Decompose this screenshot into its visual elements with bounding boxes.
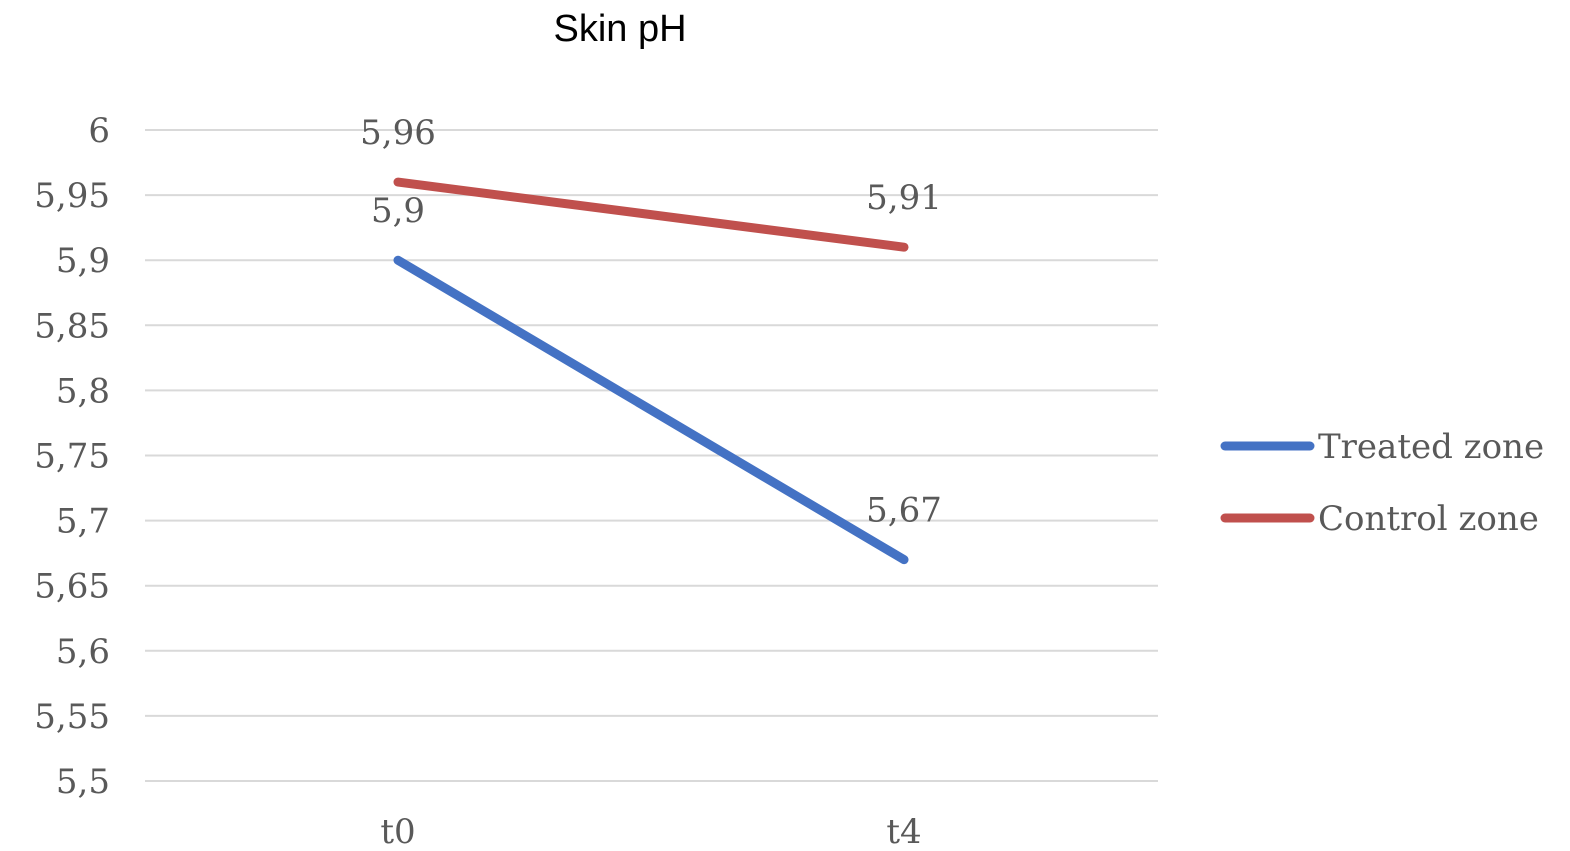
y-tick-label: 5,5 <box>56 762 110 802</box>
y-tick-label: 5,95 <box>34 176 110 216</box>
y-tick-label: 5,6 <box>56 632 110 672</box>
legend-label: Treated zone <box>1318 427 1544 467</box>
data-label: 5,96 <box>360 113 436 153</box>
y-tick-label: 5,9 <box>56 241 110 281</box>
x-tick-label: t0 <box>380 812 415 851</box>
y-tick-label: 5,55 <box>34 697 110 737</box>
series-line-1 <box>393 177 909 252</box>
data-label: 5,9 <box>371 191 425 231</box>
y-tick-label: 5,75 <box>34 437 110 477</box>
y-tick-label: 6 <box>88 111 110 151</box>
y-tick-label: 5,85 <box>34 306 110 346</box>
y-tick-label: 5,65 <box>34 567 110 607</box>
data-label: 5,67 <box>866 491 942 531</box>
x-tick-label: t4 <box>886 812 921 851</box>
series-line-0 <box>393 255 909 565</box>
legend-label: Control zone <box>1318 499 1539 539</box>
y-tick-label: 5,8 <box>56 371 110 411</box>
y-tick-label: 5,7 <box>56 502 110 542</box>
chart-title: Skin pH <box>553 8 687 50</box>
data-label: 5,91 <box>866 178 942 218</box>
